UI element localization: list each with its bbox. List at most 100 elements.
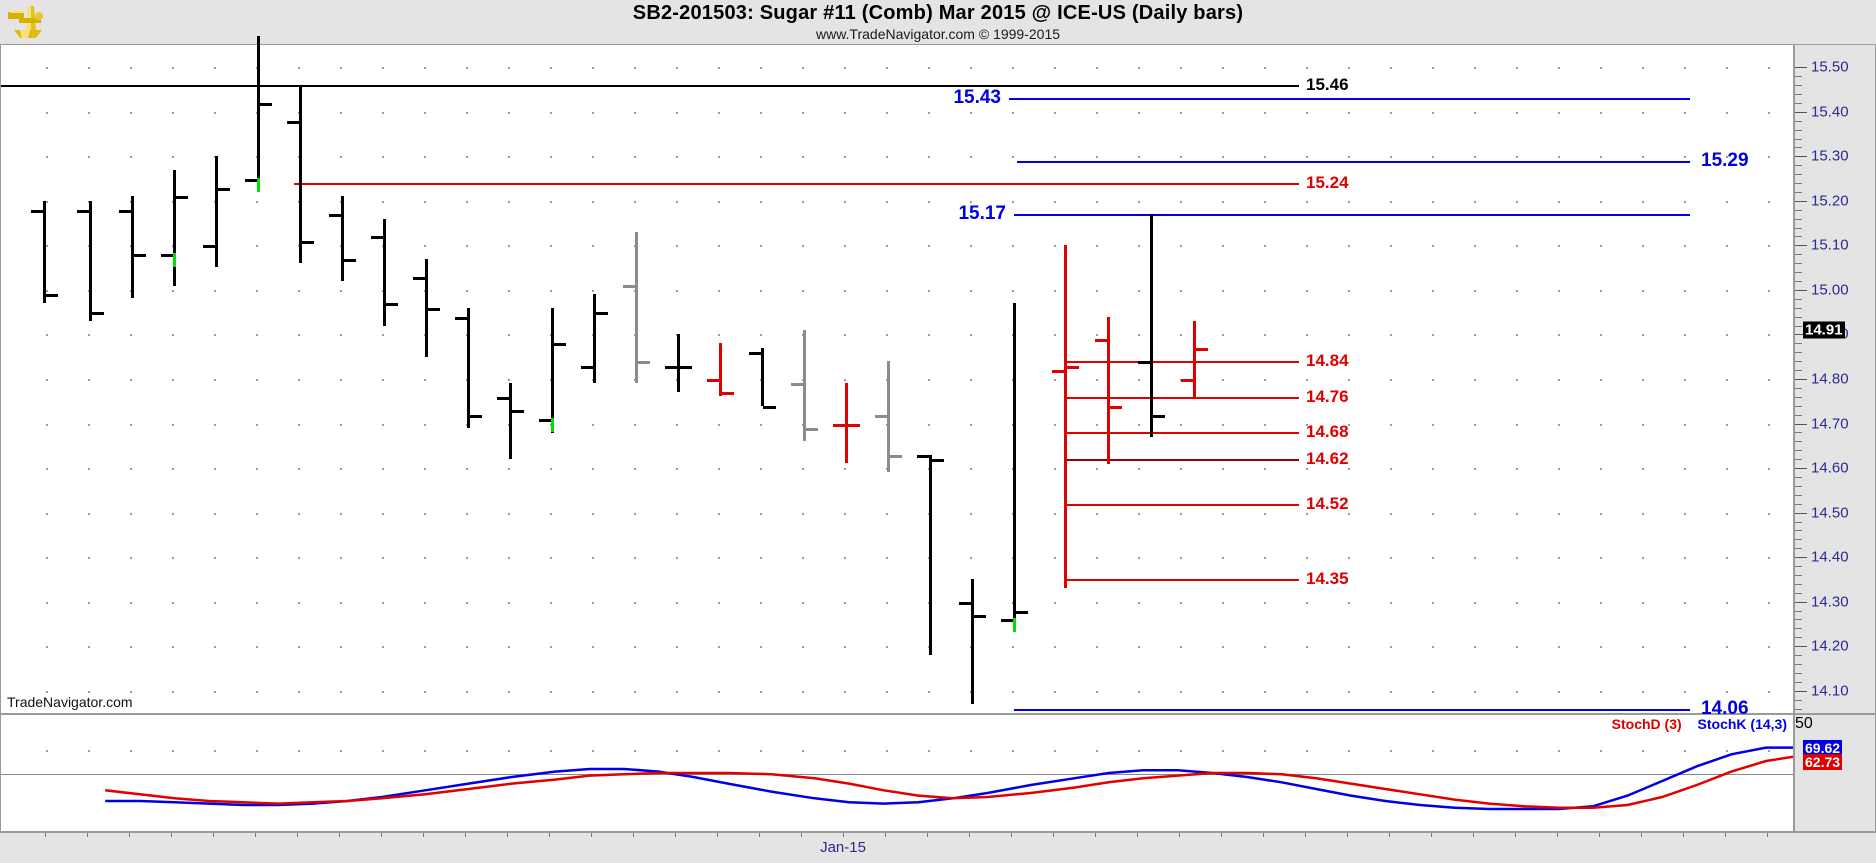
- grid-dot: [1306, 646, 1308, 648]
- grid-dot: [1180, 156, 1182, 158]
- grid-dot: [1390, 691, 1392, 693]
- grid-dot: [298, 691, 300, 693]
- ohlc-bar[interactable]: [1064, 245, 1067, 588]
- grid-dot: [1432, 245, 1434, 247]
- ohlc-bar[interactable]: [803, 330, 806, 441]
- grid-dot: [928, 750, 930, 752]
- grid-dot: [1306, 67, 1308, 69]
- ohlc-bar[interactable]: [929, 455, 932, 655]
- price-level-line[interactable]: [1064, 361, 1299, 363]
- ohlc-bar[interactable]: [341, 196, 344, 281]
- ohlc-bar[interactable]: [425, 259, 428, 357]
- ohlc-bar[interactable]: [509, 383, 512, 459]
- price-chart-pane[interactable]: TradeNavigator.com 15.46 15.43 15.29 15.24 1…: [0, 36, 1794, 719]
- price-axis-minor-tick: [1795, 76, 1802, 77]
- price-axis-minor-tick: [1795, 566, 1802, 567]
- price-level-line[interactable]: [1064, 432, 1299, 434]
- price-level-line[interactable]: [1064, 459, 1299, 461]
- price-level-line[interactable]: [1, 85, 1299, 87]
- grid-dot: [214, 468, 216, 470]
- grid-dot: [214, 602, 216, 604]
- ohlc-bar[interactable]: [383, 219, 386, 326]
- grid-dot: [550, 691, 552, 693]
- grid-dot: [802, 201, 804, 203]
- grid-dot: [1096, 112, 1098, 114]
- ohlc-bar[interactable]: [467, 308, 470, 428]
- grid-dot: [844, 112, 846, 114]
- grid-dot: [1768, 691, 1770, 693]
- price-level-line[interactable]: [294, 183, 1299, 185]
- ohlc-bar[interactable]: [1193, 321, 1196, 397]
- ohlc-bar[interactable]: [1150, 214, 1153, 437]
- grid-dot: [172, 750, 174, 752]
- grid-dot: [802, 468, 804, 470]
- grid-dot: [1180, 112, 1182, 114]
- grid-dot: [1432, 201, 1434, 203]
- grid-dot: [1348, 67, 1350, 69]
- grid-dot: [1642, 379, 1644, 381]
- ohlc-bar[interactable]: [845, 383, 848, 463]
- ohlc-bar[interactable]: [215, 156, 218, 267]
- date-axis-tick: [801, 833, 802, 837]
- date-axis-tick: [675, 833, 676, 837]
- grid-dot: [760, 750, 762, 752]
- ohlc-bar[interactable]: [173, 170, 176, 286]
- grid-dot: [970, 424, 972, 426]
- ohlc-bar[interactable]: [887, 361, 890, 472]
- grid-dot: [298, 379, 300, 381]
- price-level-line[interactable]: [1014, 709, 1690, 711]
- ohlc-bar[interactable]: [971, 579, 974, 704]
- ohlc-bar[interactable]: [761, 348, 764, 406]
- grid-dot: [1474, 379, 1476, 381]
- price-level-line[interactable]: [1017, 161, 1690, 163]
- grid-dot: [1642, 290, 1644, 292]
- price-level-line[interactable]: [1064, 579, 1299, 581]
- date-axis-tick: [969, 833, 970, 837]
- ohlc-bar[interactable]: [593, 294, 596, 383]
- grid-dot: [214, 424, 216, 426]
- grid-dot: [1768, 424, 1770, 426]
- ohlc-bar[interactable]: [1013, 303, 1016, 624]
- grid-dot: [676, 750, 678, 752]
- indicator-axis[interactable]: 50 69.62 62.73: [1794, 714, 1876, 832]
- grid-dot: [1348, 379, 1350, 381]
- ohlc-bar[interactable]: [719, 343, 722, 396]
- grid-dot: [88, 67, 90, 69]
- grid-dot: [1264, 334, 1266, 336]
- ohlc-bar[interactable]: [635, 232, 638, 383]
- grid-dot: [172, 379, 174, 381]
- grid-dot: [1096, 424, 1098, 426]
- ohlc-bar[interactable]: [299, 85, 302, 263]
- grid-dot: [1474, 602, 1476, 604]
- price-level-line[interactable]: [1064, 397, 1299, 399]
- ohlc-bar[interactable]: [43, 201, 46, 303]
- ohlc-bar[interactable]: [257, 36, 260, 179]
- price-level-line[interactable]: [1064, 504, 1299, 506]
- ohlc-close-tick: [301, 241, 314, 244]
- date-axis-tick: [171, 833, 172, 837]
- grid-dot: [1306, 112, 1308, 114]
- price-axis[interactable]: 15.5015.4015.3015.2015.1015.0014.9014.80…: [1794, 44, 1876, 714]
- ohlc-close-tick: [217, 188, 230, 191]
- grid-dot: [634, 112, 636, 114]
- date-axis-tick: [549, 833, 550, 837]
- price-level-line[interactable]: [1014, 214, 1690, 216]
- grid-dot: [1516, 602, 1518, 604]
- ohlc-close-tick: [763, 406, 776, 409]
- grid-dot: [88, 691, 90, 693]
- grid-dot: [130, 468, 132, 470]
- price-level-label: 14.62: [1306, 449, 1349, 468]
- price-level-line[interactable]: [1009, 98, 1690, 100]
- stochastic-indicator-pane[interactable]: StochD (3) StochK (14,3): [0, 714, 1794, 832]
- ohlc-bar[interactable]: [551, 308, 554, 433]
- grid-dot: [1222, 290, 1224, 292]
- price-axis-minor-tick: [1795, 709, 1802, 710]
- ohlc-bar[interactable]: [1107, 317, 1110, 464]
- ohlc-bar[interactable]: [131, 196, 134, 298]
- ohlc-bar[interactable]: [89, 201, 92, 321]
- ohlc-bar[interactable]: [677, 334, 680, 392]
- grid-dot: [1558, 557, 1560, 559]
- grid-dot: [844, 245, 846, 247]
- grid-dot: [1726, 334, 1728, 336]
- date-axis[interactable]: Jan-15: [0, 832, 1876, 863]
